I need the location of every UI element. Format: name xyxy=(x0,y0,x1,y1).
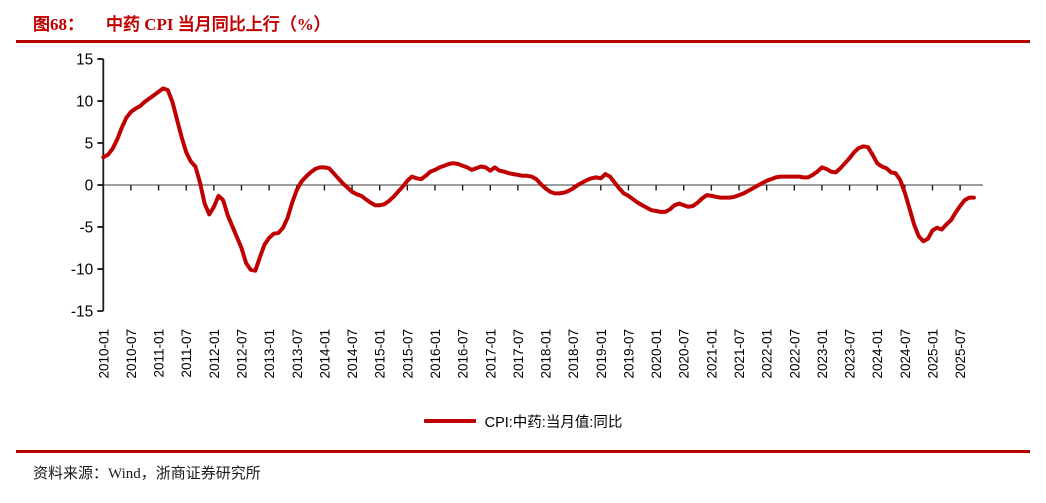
x-tick-label: 2014-07 xyxy=(345,329,360,379)
x-tick-label: 2023-07 xyxy=(843,329,858,379)
x-tick-label: 2020-07 xyxy=(677,329,692,379)
legend-label: CPI:中药:当月值:同比 xyxy=(484,414,623,431)
x-tick-label: 2017-01 xyxy=(483,329,498,379)
y-tick-label: 5 xyxy=(85,136,94,153)
source-label: 资料来源： xyxy=(33,466,109,482)
x-tick-label: 2024-07 xyxy=(898,329,913,379)
x-tick-label: 2018-01 xyxy=(539,329,554,379)
chart-legend: CPI:中药:当月值:同比 xyxy=(0,410,1046,432)
y-tick-label: -15 xyxy=(71,304,93,321)
x-tick-label: 2011-07 xyxy=(179,329,194,378)
x-tick-label: 2018-07 xyxy=(566,329,581,379)
y-tick-label: -10 xyxy=(71,262,94,279)
y-tick-label: 10 xyxy=(76,94,94,111)
figure-title: 中药 CPI 当月同比上行（%） xyxy=(106,15,331,34)
x-tick-label: 2015-07 xyxy=(400,329,415,379)
x-tick-label: 2015-01 xyxy=(373,329,388,379)
x-tick-label: 2025-01 xyxy=(925,329,940,379)
x-tick-label: 2013-07 xyxy=(290,329,305,379)
x-tick-label: 2022-07 xyxy=(787,329,802,379)
y-tick-label: 15 xyxy=(76,52,93,69)
y-tick-label: -5 xyxy=(80,220,94,237)
x-tick-label: 2014-01 xyxy=(317,329,332,379)
x-tick-label: 2016-01 xyxy=(428,329,443,379)
source-note: 资料来源：Wind，浙商证券研究所 xyxy=(33,462,1046,483)
y-tick-label: 0 xyxy=(85,178,94,195)
x-tick-label: 2012-07 xyxy=(234,329,249,379)
x-tick-label: 2016-07 xyxy=(456,329,471,379)
chart-area: 2010-01 2010-07 2011-01 2011-07 2012-01 2012-… xyxy=(0,43,1046,408)
footer-divider xyxy=(16,450,1030,453)
x-tick-label: 2019-07 xyxy=(621,329,636,379)
cpi-line-chart: 2010-01 2010-07 2011-01 2011-07 2012-01 2012-… xyxy=(71,52,983,379)
figure-number: 图68： xyxy=(33,15,84,34)
chart-line xyxy=(101,86,976,273)
x-tick-label: 2012-01 xyxy=(207,329,222,379)
legend-line-marker xyxy=(423,419,476,423)
x-tick-label: 2023-01 xyxy=(815,329,830,379)
x-tick-label: 2022-01 xyxy=(760,329,775,379)
x-tick-label: 2020-01 xyxy=(649,329,664,379)
figure-title-row: 图68： 中药 CPI 当月同比上行（%） xyxy=(0,0,1046,36)
x-tick-label: 2017-07 xyxy=(511,329,526,379)
source-text: Wind，浙商证券研究所 xyxy=(108,466,261,482)
x-tick-label: 2019-01 xyxy=(594,329,609,379)
x-tick-label: 2013-01 xyxy=(262,329,277,379)
title-divider xyxy=(16,40,1030,43)
x-tick-label: 2010-01 xyxy=(96,329,111,379)
x-tick-label: 2025-07 xyxy=(953,329,968,379)
x-tick-label: 2021-01 xyxy=(704,329,719,379)
x-tick-label: 2024-01 xyxy=(870,329,885,379)
x-tick-label: 2010-07 xyxy=(124,329,139,379)
x-tick-label: 2021-07 xyxy=(732,329,747,379)
x-tick-label: 2011-01 xyxy=(152,329,167,378)
